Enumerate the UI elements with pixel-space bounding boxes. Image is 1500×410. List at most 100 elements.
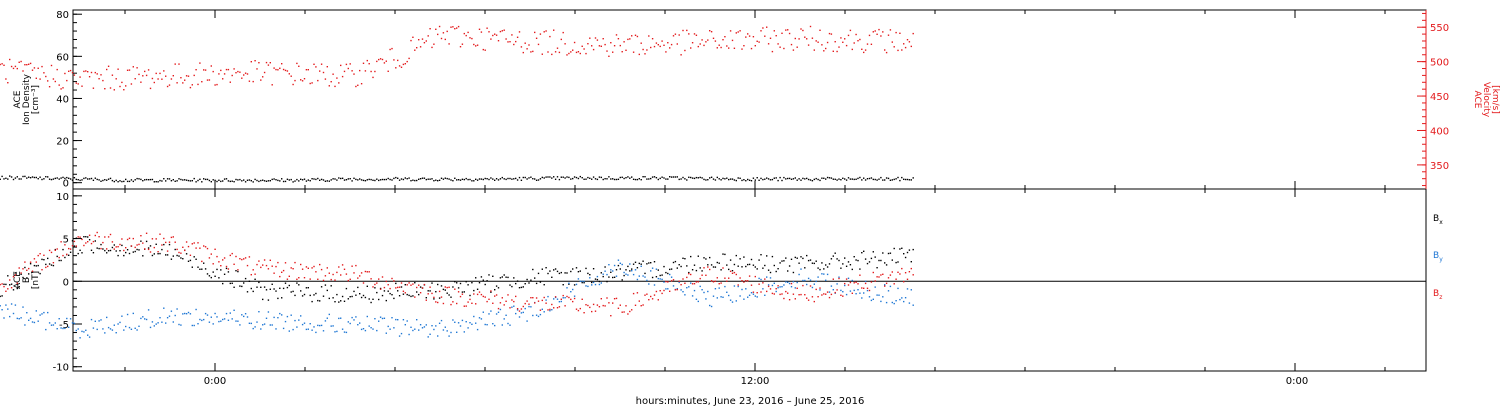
data-point <box>598 283 601 286</box>
data-point <box>710 264 713 266</box>
data-point <box>119 250 121 252</box>
data-point <box>775 290 777 293</box>
data-point <box>608 302 610 304</box>
data-point <box>726 280 728 282</box>
data-point <box>3 317 5 319</box>
data-point <box>157 251 159 253</box>
data-point <box>71 240 74 242</box>
data-point <box>488 274 490 276</box>
data-point <box>47 265 49 268</box>
data-point <box>332 73 334 75</box>
data-point <box>714 179 717 181</box>
data-point <box>54 322 56 324</box>
data-point <box>473 289 475 292</box>
data-point <box>741 288 743 291</box>
data-point <box>319 300 321 302</box>
data-point <box>408 294 410 297</box>
data-point <box>437 283 439 286</box>
data-point <box>395 287 397 289</box>
data-point <box>307 328 309 330</box>
data-point <box>494 179 496 181</box>
data-point <box>663 265 665 268</box>
data-point <box>709 177 711 179</box>
data-point <box>197 266 199 268</box>
data-point <box>486 280 488 282</box>
data-point <box>756 40 758 42</box>
data-point <box>592 48 595 51</box>
data-point <box>828 263 831 265</box>
data-point <box>878 178 880 180</box>
data-point <box>840 37 842 39</box>
top-right-tick-label: 400 <box>1430 126 1449 137</box>
data-point <box>551 303 553 306</box>
data-point <box>296 62 298 65</box>
top-right-tick-label: 350 <box>1430 161 1449 172</box>
data-point <box>29 261 32 263</box>
data-point <box>7 308 9 310</box>
data-point <box>638 178 640 180</box>
data-point <box>766 26 768 28</box>
data-point <box>227 319 230 321</box>
data-point <box>319 179 321 181</box>
data-point <box>887 277 890 279</box>
data-point <box>73 322 76 325</box>
data-point <box>501 297 503 299</box>
data-point <box>524 176 526 179</box>
data-point <box>651 298 654 300</box>
data-point <box>50 64 53 67</box>
data-point <box>161 321 163 323</box>
data-point <box>807 259 810 262</box>
data-point <box>661 292 663 295</box>
data-point <box>416 286 418 289</box>
data-point <box>903 253 905 255</box>
data-point <box>712 178 715 180</box>
data-point <box>497 287 500 289</box>
data-point <box>480 178 483 180</box>
data-point <box>676 176 678 178</box>
data-point <box>832 255 834 257</box>
data-point <box>646 49 648 51</box>
data-point <box>644 294 646 296</box>
data-point <box>345 331 348 334</box>
data-point <box>100 74 102 76</box>
data-point <box>568 283 570 285</box>
data-point <box>193 256 195 258</box>
data-point <box>720 269 722 271</box>
data-point <box>378 320 380 322</box>
data-point <box>553 298 555 300</box>
data-point <box>412 283 414 285</box>
data-point <box>400 178 403 180</box>
data-point <box>292 181 294 183</box>
data-point <box>303 322 306 324</box>
data-point <box>739 177 741 179</box>
data-point <box>397 59 399 62</box>
x-axis-label: hours:minutes, June 23, 2016 – June 25, … <box>636 396 865 407</box>
data-point <box>549 308 551 311</box>
data-point <box>844 38 846 40</box>
data-point <box>714 266 717 268</box>
data-point <box>457 25 460 28</box>
data-point <box>149 87 152 90</box>
data-point <box>589 277 591 279</box>
data-point <box>376 178 378 180</box>
data-point <box>90 249 93 251</box>
data-point <box>665 178 667 180</box>
data-point <box>374 318 376 320</box>
data-point <box>203 69 205 71</box>
data-point <box>404 292 406 294</box>
data-point <box>16 287 18 290</box>
data-point <box>180 178 182 181</box>
data-point <box>572 288 574 291</box>
data-point <box>90 177 93 180</box>
data-point <box>475 277 477 279</box>
data-point <box>130 328 133 330</box>
data-point <box>235 72 237 74</box>
data-point <box>408 333 410 336</box>
data-point <box>680 284 682 286</box>
data-point <box>288 73 290 75</box>
data-point <box>7 288 9 290</box>
data-point <box>387 325 389 328</box>
data-point <box>338 317 340 320</box>
data-point <box>425 324 427 326</box>
data-point <box>513 300 515 303</box>
